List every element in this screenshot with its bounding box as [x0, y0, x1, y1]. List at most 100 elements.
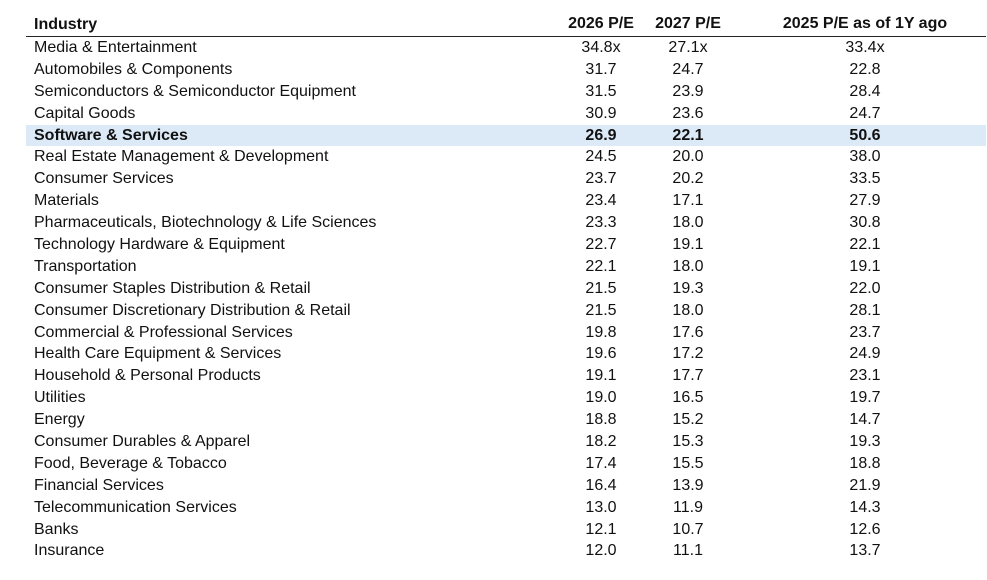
- table-row: Consumer Staples Distribution & Retail 21…: [26, 278, 986, 300]
- header-2027-pe: 2027 P/E: [655, 15, 721, 32]
- pe-2027-cell: 27.1x: [668, 39, 708, 56]
- pe-2026-cell: 22.7: [585, 236, 617, 254]
- pe-2027-cell: 19.3: [672, 279, 704, 297]
- pe-2027-cell: 17.2: [672, 345, 704, 363]
- table-row: Consumer Discretionary Distribution & Re…: [26, 300, 986, 322]
- pe-2025-1y-ago-cell: 24.9: [849, 345, 881, 363]
- industry-cell: Household & Personal Products: [34, 367, 261, 385]
- table-row: Insurance 12.0 11.1 13.7: [26, 540, 986, 562]
- pe-2027-cell: 10.7: [672, 520, 704, 538]
- pe-2026-cell: 24.5: [585, 148, 617, 166]
- pe-2025-1y-ago-cell: 30.8: [849, 214, 881, 232]
- table-row: Banks 12.1 10.7 12.6: [26, 519, 986, 541]
- industry-cell: Insurance: [34, 542, 105, 560]
- industry-cell: Automobiles & Components: [34, 60, 233, 78]
- pe-2026-cell: 13.0: [585, 498, 617, 516]
- pe-2027-cell: 18.0: [672, 257, 704, 275]
- pe-2027-cell: 23.6: [672, 104, 704, 122]
- table-row: Technology Hardware & Equipment 22.7 19.1 2…: [26, 234, 986, 256]
- pe-2025-1y-ago-cell: 38.0: [849, 148, 881, 166]
- pe-2026-cell: 34.8x: [581, 39, 621, 56]
- pe-2025-1y-ago-cell: 12.6: [849, 520, 881, 538]
- table-row-highlighted: Software & Services 26.9 22.1 50.6: [26, 124, 986, 147]
- table-row: Materials 23.4 17.1 27.9: [26, 190, 986, 212]
- table-row: Utilities 19.0 16.5 19.7: [26, 387, 986, 409]
- pe-2027-cell: 19.1: [672, 236, 704, 254]
- industry-cell: Financial Services: [34, 476, 164, 494]
- industry-cell: Consumer Discretionary Distribution & Re…: [34, 301, 351, 319]
- pe-2026-cell: 18.8: [585, 411, 617, 429]
- pe-2025-1y-ago-cell: 24.7: [849, 104, 881, 122]
- pe-2026-cell: 23.4: [585, 192, 617, 210]
- pe-2027-cell: 23.9: [672, 82, 704, 100]
- pe-2026-cell: 26.9: [585, 126, 617, 144]
- pe-2025-1y-ago-cell: 13.7: [849, 542, 881, 560]
- industry-cell: Consumer Staples Distribution & Retail: [34, 279, 311, 297]
- pe-2025-1y-ago-cell: 22.1: [849, 236, 881, 254]
- pe-2026-cell: 12.1: [585, 520, 617, 538]
- pe-2027-cell: 15.5: [672, 454, 704, 472]
- pe-2026-cell: 16.4: [585, 476, 617, 494]
- table-row: Transportation 22.1 18.0 19.1: [26, 256, 986, 278]
- table-row: Capital Goods 30.9 23.6 24.7: [26, 103, 986, 125]
- pe-2025-1y-ago-cell: 22.0: [849, 279, 881, 297]
- industry-cell: Consumer Services: [34, 170, 174, 188]
- table-row: Real Estate Management & Development 24.5…: [26, 146, 986, 168]
- pe-2025-1y-ago-cell: 18.8: [849, 454, 881, 472]
- pe-2025-1y-ago-cell: 19.1: [849, 257, 881, 275]
- pe-2027-cell: 17.6: [672, 323, 704, 341]
- industry-cell: Capital Goods: [34, 104, 136, 122]
- pe-2025-1y-ago-cell: 22.8: [849, 60, 881, 78]
- industry-cell: Food, Beverage & Tobacco: [34, 454, 227, 472]
- pe-2025-1y-ago-cell: 19.3: [849, 433, 881, 451]
- industry-cell: Pharmaceuticals, Biotechnology & Life Sc…: [34, 214, 377, 232]
- industry-cell: Real Estate Management & Development: [34, 148, 329, 166]
- pe-2027-cell: 18.0: [672, 301, 704, 319]
- pe-2025-1y-ago-cell: 28.4: [849, 82, 881, 100]
- pe-2026-cell: 21.5: [585, 301, 617, 319]
- industry-cell: Banks: [34, 520, 79, 538]
- pe-2026-cell: 19.6: [585, 345, 617, 363]
- pe-2027-cell: 18.0: [672, 214, 704, 232]
- table-row: Health Care Equipment & Services 19.6 17.2…: [26, 343, 986, 365]
- pe-2026-cell: 31.7: [585, 60, 617, 78]
- industry-cell: Consumer Durables & Apparel: [34, 433, 251, 451]
- pe-2026-cell: 19.8: [585, 323, 617, 341]
- pe-2027-cell: 20.2: [672, 170, 704, 188]
- pe-2026-cell: 17.4: [585, 454, 617, 472]
- pe-2025-1y-ago-cell: 27.9: [849, 192, 881, 210]
- pe-2026-cell: 23.7: [585, 170, 617, 188]
- pe-2026-cell: 19.0: [585, 389, 617, 407]
- industry-cell: Health Care Equipment & Services: [34, 345, 282, 363]
- pe-2026-cell: 22.1: [585, 257, 617, 275]
- pe-2027-cell: 11.9: [673, 498, 703, 516]
- industry-cell: Commercial & Professional Services: [34, 323, 293, 341]
- pe-2027-cell: 20.0: [672, 148, 704, 166]
- table-row: Financial Services 16.4 13.9 21.9: [26, 475, 986, 497]
- table-row: Food, Beverage & Tobacco 17.4 15.5 18.8: [26, 453, 986, 475]
- header-2026-pe: 2026 P/E: [568, 15, 634, 32]
- pe-2025-1y-ago-cell: 23.7: [849, 323, 881, 341]
- pe-2027-cell: 24.7: [672, 60, 704, 78]
- pe-2027-cell: 17.7: [672, 367, 704, 385]
- pe-2025-1y-ago-cell: 14.3: [849, 498, 881, 516]
- pe-2025-1y-ago-cell: 14.7: [849, 411, 881, 429]
- pe-2026-cell: 23.3: [585, 214, 617, 232]
- pe-table: Industry 2026 P/E 2027 P/E 2025 P/E as o…: [26, 14, 986, 562]
- pe-2026-cell: 21.5: [585, 279, 617, 297]
- pe-2025-1y-ago-cell: 33.4x: [845, 39, 885, 56]
- table-row: Commercial & Professional Services 19.8 17…: [26, 322, 986, 344]
- pe-2025-1y-ago-cell: 33.5: [849, 170, 881, 188]
- pe-2027-cell: 22.1: [672, 126, 704, 144]
- table-row: Pharmaceuticals, Biotechnology & Life Sc…: [26, 212, 986, 234]
- pe-2025-1y-ago-cell: 21.9: [849, 476, 881, 494]
- pe-2026-cell: 19.1: [585, 367, 617, 385]
- pe-2027-cell: 13.9: [672, 476, 704, 494]
- pe-2025-1y-ago-cell: 50.6: [849, 126, 881, 144]
- industry-cell: Media & Entertainment: [34, 39, 197, 56]
- table-body: Media & Entertainment 34.8x 27.1x 33.4x Auto…: [26, 37, 986, 562]
- header-industry: Industry: [34, 16, 98, 33]
- pe-2026-cell: 31.5: [585, 82, 617, 100]
- pe-2027-cell: 16.5: [672, 389, 704, 407]
- pe-2027-cell: 11.1: [673, 542, 703, 560]
